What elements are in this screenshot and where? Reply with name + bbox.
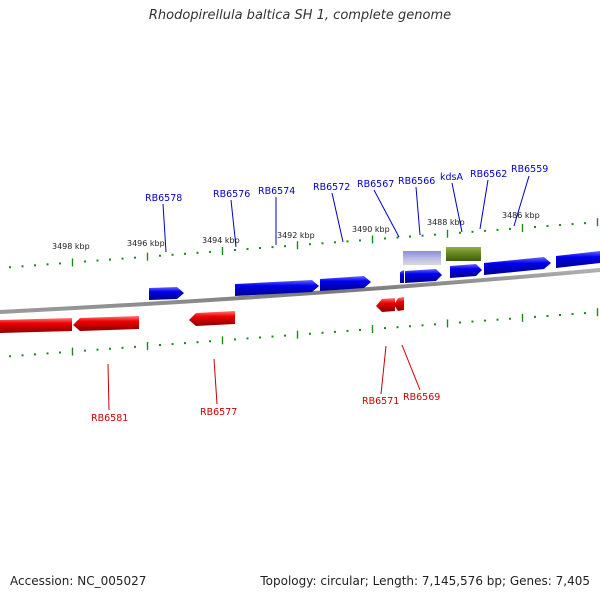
gene-RB6581[interactable] [73,316,139,331]
reverse-gene-labels: RB6581 RB6577 RB6571 RB6569 [91,392,440,424]
gene-label-RB6577[interactable]: RB6577 [200,407,237,418]
gene-RB6559[interactable] [556,251,600,268]
gene-label-RB6581[interactable]: RB6581 [91,413,128,424]
gene-label-kdsA[interactable]: kdsA [440,172,463,183]
reverse-strand-genes [0,297,404,333]
genome-backbone [0,268,600,314]
gene-label-RB6569[interactable]: RB6569 [403,392,440,403]
gene-label-RB6567[interactable]: RB6567 [357,179,394,190]
scale-label: 3488 kbp [427,218,465,227]
scale-label: 3494 kbp [202,236,240,245]
scale-label: 3498 kbp [52,242,90,251]
gene-rna[interactable] [403,251,441,265]
forward-strand-genes [149,247,600,300]
gene-RB6562[interactable] [450,264,482,278]
gene-kdsA[interactable] [446,247,481,261]
gene-label-RB6572[interactable]: RB6572 [313,182,350,193]
genome-summary-text: Topology: circular; Length: 7,145,576 bp… [260,574,590,588]
gene-RB6569[interactable] [394,297,404,311]
scale-label: 3496 kbp [127,239,165,248]
gene-RB6577[interactable] [189,311,235,326]
gene-RB6571[interactable] [376,298,395,312]
forward-gene-labels: RB6578 RB6576 RB6574 RB6572 RB6567 RB656… [145,164,548,204]
gene-label-RB6566[interactable]: RB6566 [398,176,435,187]
scale-label: 3486 kbp [502,211,540,220]
scale-label: 3490 kbp [352,225,390,234]
gene-label-RB6559[interactable]: RB6559 [511,164,548,175]
accession-text: Accession: NC_005027 [10,574,147,588]
gene-label-RB6562[interactable]: RB6562 [470,169,507,180]
gene-label-RB6574[interactable]: RB6574 [258,186,295,197]
scale-label: 3492 kbp [277,231,315,240]
gene-RB6578[interactable] [149,287,184,300]
gene-RB6561[interactable] [484,257,551,275]
forward-scale-ticks [9,218,599,269]
gene-label-RB6578[interactable]: RB6578 [145,193,182,204]
gene-label-RB6571[interactable]: RB6571 [362,396,399,407]
reverse-scale-ticks [9,308,599,358]
gene-RB6566[interactable] [405,269,442,283]
gene-label-RB6576[interactable]: RB6576 [213,189,250,200]
scale-labels: 3498 kbp 3496 kbp 3494 kbp 3492 kbp 3490… [52,211,540,251]
gene-RB6576[interactable] [235,280,319,296]
gene-RB6581a[interactable] [0,318,72,333]
gene-RB6567[interactable] [400,270,404,283]
map-title: Rhodopirellula baltica SH 1, complete ge… [148,8,452,23]
gene-RB6574[interactable] [320,276,371,291]
leader-lines [107,175,530,411]
